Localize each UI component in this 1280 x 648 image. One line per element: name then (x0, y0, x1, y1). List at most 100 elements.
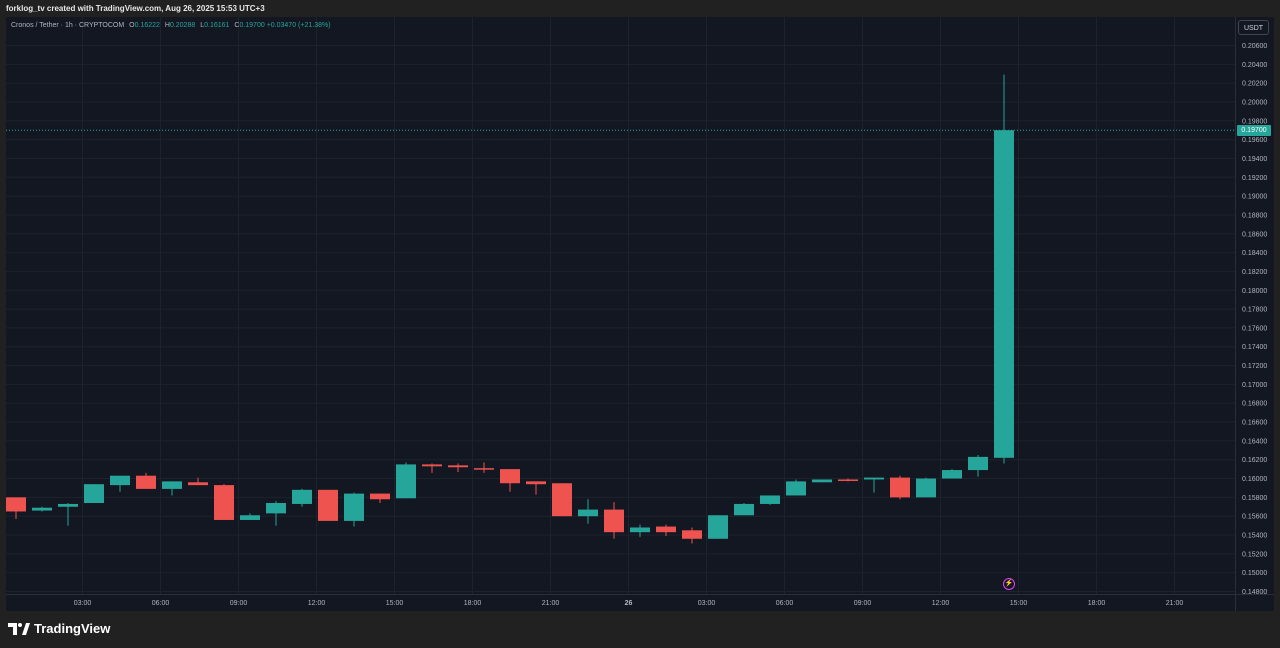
time-tick-label: 12:00 (308, 600, 326, 607)
candle-body (968, 456, 988, 471)
time-tick-label: 21:00 (542, 600, 560, 607)
time-tick-label: 09:00 (854, 600, 872, 607)
price-tick-label: 0.19600 (1242, 137, 1267, 144)
candle-body (682, 530, 702, 539)
candle-body (760, 495, 780, 504)
price-tick-label: 0.16800 (1242, 401, 1267, 408)
candle-body (32, 507, 52, 511)
price-tick-label: 0.20200 (1242, 81, 1267, 88)
price-tick-label: 0.19000 (1242, 194, 1267, 201)
price-tick-label: 0.18600 (1242, 231, 1267, 238)
tradingview-logo-icon (8, 622, 30, 635)
candle-body (110, 475, 130, 486)
price-tick-label: 0.15200 (1242, 551, 1267, 558)
price-tick-label: 0.16200 (1242, 457, 1267, 464)
candle-body (708, 515, 728, 539)
price-tick-label: 0.15400 (1242, 533, 1267, 540)
candle-body (318, 489, 338, 521)
candle-body (240, 515, 260, 520)
grid (6, 17, 1235, 594)
low-value: 0.16161 (204, 22, 230, 29)
candle-body (890, 477, 910, 498)
change-value: +0.03470 (+21.38%) (266, 22, 331, 29)
time-tick-label: 26 (625, 600, 633, 607)
price-tick-label: 0.17800 (1242, 307, 1267, 314)
low-label: L (200, 22, 205, 29)
price-tick-label: 0.18800 (1242, 212, 1267, 219)
price-tick-label: 0.20000 (1242, 99, 1267, 106)
time-tick-label: 18:00 (464, 600, 482, 607)
candle-body (916, 478, 936, 498)
price-tick-label: 0.20400 (1242, 62, 1267, 69)
candle-body (188, 482, 208, 486)
tradingview-logo[interactable]: TradingView (8, 621, 110, 636)
time-tick-label: 12:00 (932, 600, 950, 607)
time-tick-label: 06:00 (776, 600, 794, 607)
time-tick-label: 09:00 (230, 600, 248, 607)
close-label: C (234, 22, 240, 29)
candle-body (500, 469, 520, 484)
price-axis: 0.14800 0.15000 0.15200 0.15400 0.15600 0.158… (1235, 17, 1267, 611)
candle-body (58, 503, 78, 507)
attribution-bar: forklog_tv created with TradingView.com,… (0, 0, 1280, 17)
high-label: H (164, 22, 170, 29)
price-tick-label: 0.19400 (1242, 156, 1267, 163)
time-axis: 03:00 06:00 09:00 12:00 15:00 18:00 21:00 26 03:… (6, 594, 1274, 607)
candle-body (864, 477, 884, 480)
candle-body (552, 483, 572, 517)
price-tick-label: 0.20600 (1242, 43, 1267, 50)
candle-body (786, 481, 806, 496)
candle-body (734, 503, 754, 516)
candles (6, 74, 1014, 544)
price-tick-label: 0.17400 (1242, 344, 1267, 351)
time-tick-label: 06:00 (152, 600, 170, 607)
price-tick-label: 0.16400 (1242, 438, 1267, 445)
symbol-name: Cronos / Tether · 1h · CRYPTOCOM (11, 22, 125, 29)
price-tick-label: 0.16600 (1242, 420, 1267, 427)
candle-body (994, 130, 1014, 458)
candle-body (396, 464, 416, 499)
candle-body (266, 503, 286, 514)
last-price-label: 0.19700 (1237, 124, 1271, 136)
brand-name: TradingView (34, 621, 111, 636)
candle-body (422, 464, 442, 467)
candle-body (214, 485, 234, 520)
candle-body (136, 475, 156, 489)
event-bolt-icon[interactable]: ⚡ (1003, 578, 1015, 590)
candle-body (630, 527, 650, 533)
candle-body (838, 479, 858, 481)
price-tick-label: 0.15000 (1242, 570, 1267, 577)
price-tick-label: 0.17600 (1242, 325, 1267, 332)
attribution-text: forklog_tv created with TradingView.com,… (6, 4, 265, 13)
time-tick-label: 03:00 (74, 600, 92, 607)
candle-body (812, 479, 832, 483)
open-value: 0.16222 (134, 22, 160, 29)
close-value: 0.19700 (239, 22, 265, 29)
candle-body (448, 465, 468, 468)
candle-body (942, 470, 962, 479)
time-tick-label: 21:00 (1166, 600, 1184, 607)
price-tick-label: 0.18000 (1242, 288, 1267, 295)
open-label: O (129, 22, 135, 29)
candle-body (292, 489, 312, 504)
time-tick-label: 03:00 (698, 600, 716, 607)
candle-body (526, 481, 546, 485)
candle-body (474, 468, 494, 470)
price-tick-label: 0.15600 (1242, 514, 1267, 521)
candle-body (370, 493, 390, 500)
candle-body (162, 481, 182, 489)
candle-body (84, 484, 104, 504)
candle-body (656, 526, 676, 533)
price-tick-label: 0.19800 (1242, 118, 1267, 125)
price-tick-label: 0.17200 (1242, 363, 1267, 370)
price-tick-label: 0.17000 (1242, 382, 1267, 389)
candle-body (344, 493, 364, 521)
high-value: 0.20288 (169, 22, 196, 29)
time-tick-label: 15:00 (386, 600, 404, 607)
price-tick-label: 0.19200 (1242, 175, 1267, 182)
candle-body (604, 509, 624, 533)
symbol-legend: Cronos / Tether · 1h · CRYPTOCOM O0.1622… (11, 22, 331, 29)
currency-button[interactable]: USDT (1238, 20, 1269, 35)
time-tick-label: 15:00 (1010, 600, 1028, 607)
